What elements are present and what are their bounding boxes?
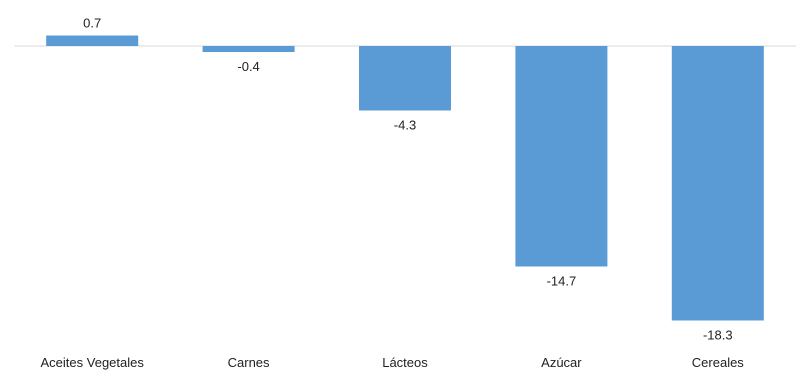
bar-2 <box>202 46 295 52</box>
category-label-1: Aceites Vegetales <box>41 355 145 370</box>
data-label-5: -18.3 <box>703 328 733 343</box>
category-label-3: Lácteos <box>382 355 428 370</box>
bar-3 <box>359 46 451 111</box>
category-labels-group: Aceites Vegetales Carnes Lácteos Azúcar Cere… <box>41 355 745 370</box>
data-label-2: -0.4 <box>237 59 259 74</box>
bar-4 <box>515 46 608 267</box>
data-label-4: -14.7 <box>547 274 577 289</box>
data-labels-group: 0.7 -0.4 -4.3 -14.7 -18.3 <box>83 16 732 343</box>
data-label-1: 0.7 <box>83 16 101 31</box>
category-label-2: Carnes <box>228 355 270 370</box>
category-label-4: Azúcar <box>541 355 582 370</box>
category-label-5: Cereales <box>692 355 745 370</box>
bar-1 <box>46 35 139 46</box>
bar-5 <box>671 46 764 321</box>
data-label-3: -4.3 <box>394 118 416 133</box>
bars-group <box>46 35 764 321</box>
